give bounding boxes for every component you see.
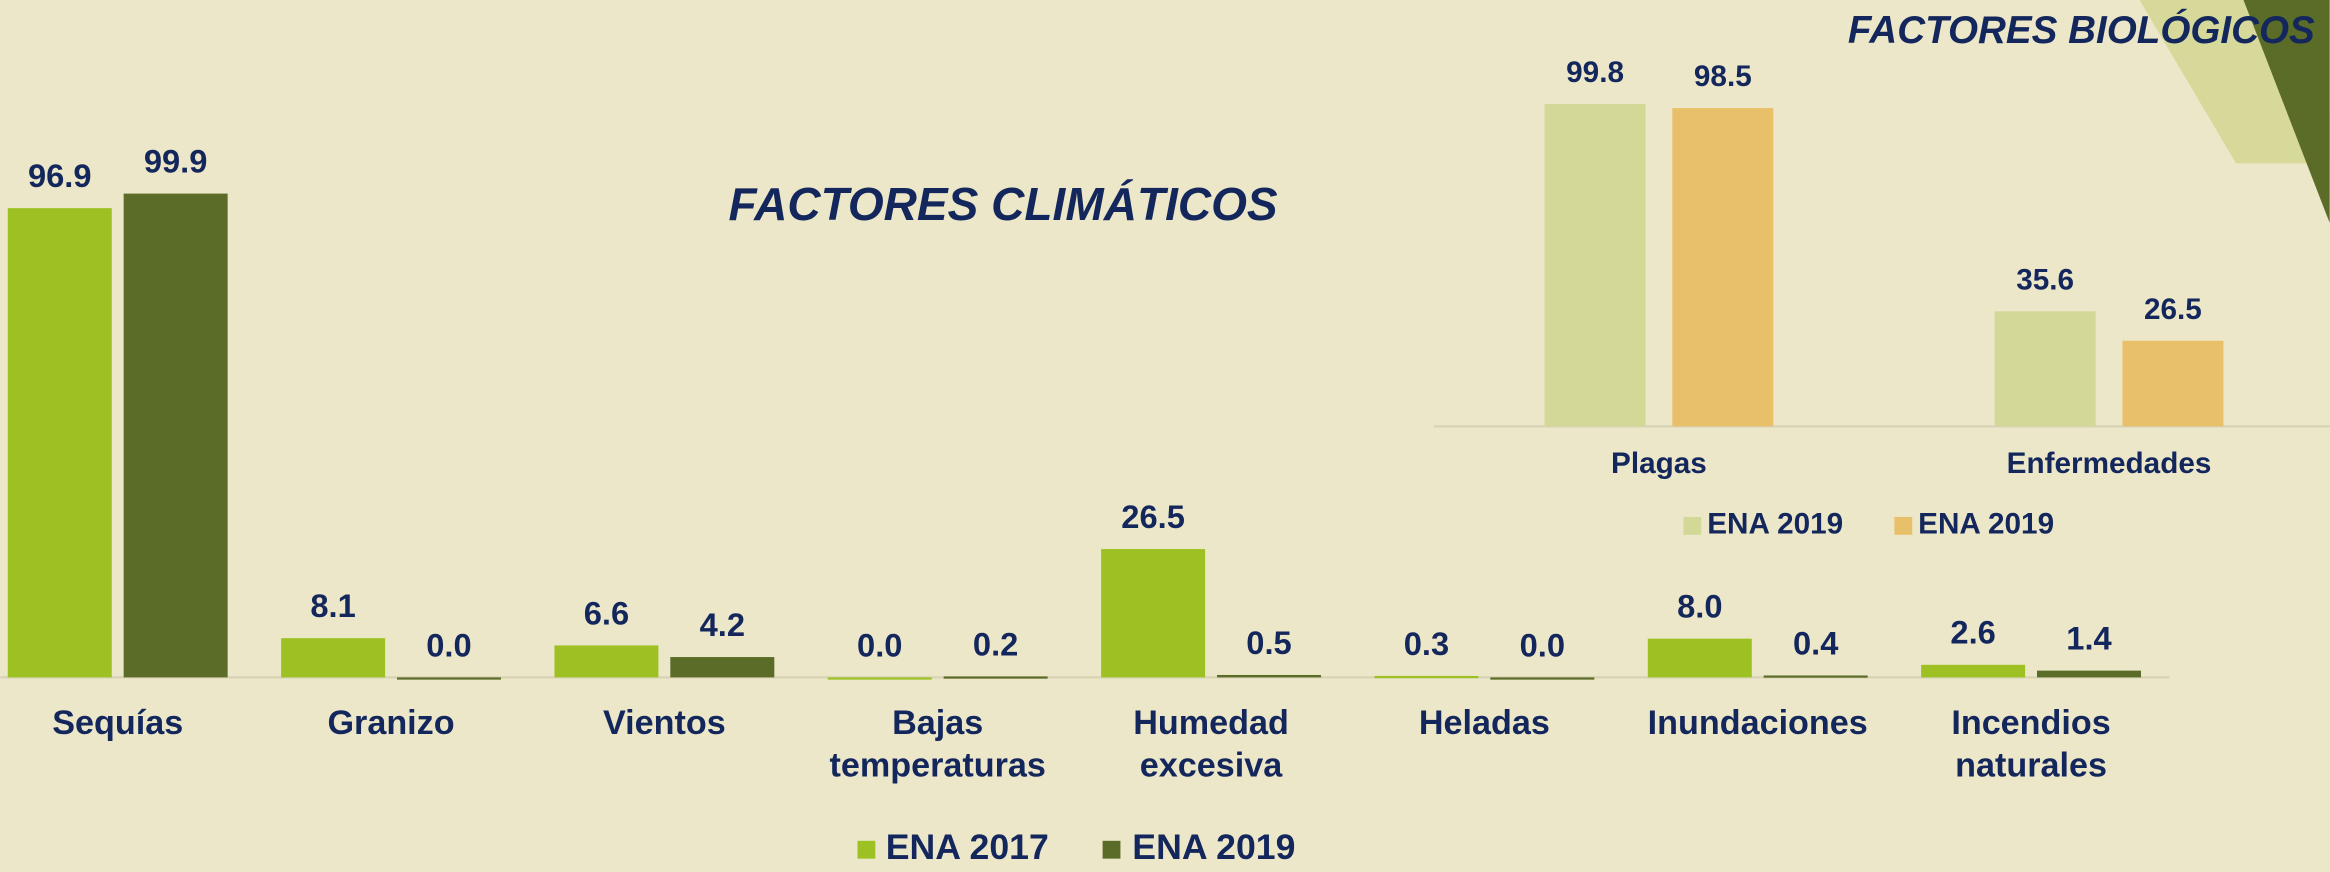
data-label: 98.5 xyxy=(1694,60,1752,93)
bar xyxy=(1647,638,1752,678)
legend-label: ENA 2017 xyxy=(886,827,1049,867)
bar xyxy=(1672,108,1774,427)
data-label: 26.5 xyxy=(2144,293,2202,326)
bar xyxy=(7,208,112,678)
x-tick-label: Plagas xyxy=(1611,447,1707,480)
bar xyxy=(396,677,501,680)
data-label: 35.6 xyxy=(2016,263,2074,296)
x-tick-label: Heladas xyxy=(1419,704,1550,742)
x-tick-label: Enfermedades xyxy=(2007,447,2212,480)
data-label: 2.6 xyxy=(1950,614,1995,651)
bar xyxy=(123,193,228,678)
data-label: 0.3 xyxy=(1404,625,1449,662)
data-label: 4.2 xyxy=(700,606,745,643)
data-label: 26.5 xyxy=(1121,498,1185,535)
data-label: 8.0 xyxy=(1677,588,1722,625)
bar xyxy=(1994,311,2096,427)
legend-swatch xyxy=(1894,516,1913,535)
chart-title: FACTORES CLIMÁTICOS xyxy=(728,178,1277,230)
data-label: 0.0 xyxy=(1520,626,1565,663)
bar xyxy=(554,645,659,678)
data-label: 96.9 xyxy=(28,157,92,194)
x-tick-label: Granizo xyxy=(327,704,454,742)
bar xyxy=(281,638,386,678)
data-label: 8.1 xyxy=(310,587,355,624)
bar xyxy=(1374,675,1479,679)
x-tick-label: Vientos xyxy=(603,704,726,742)
bar xyxy=(2037,670,2141,678)
x-tick-label: Humedad excesiva xyxy=(1133,704,1289,785)
data-label: 1.4 xyxy=(2066,620,2111,657)
data-label: 0.0 xyxy=(426,626,471,663)
bar xyxy=(1921,664,2026,678)
x-tick-label: Inundaciones xyxy=(1648,704,1868,742)
bar xyxy=(1216,674,1321,678)
x-tick-label: Incendios naturales xyxy=(1951,704,2110,785)
legend-label: ENA 2019 xyxy=(1707,508,1843,541)
legend-swatch xyxy=(1102,840,1121,859)
bar xyxy=(1763,675,1868,678)
legend-label: ENA 2019 xyxy=(1918,508,2054,541)
legend-label: ENA 2019 xyxy=(1132,827,1295,867)
legend-swatch xyxy=(1683,516,1702,535)
data-label: 0.0 xyxy=(857,626,902,663)
x-tick-label: Bajas temperaturas xyxy=(830,704,1046,785)
decoration xyxy=(2243,0,2330,223)
data-label: 0.4 xyxy=(1793,624,1838,661)
data-label: 6.6 xyxy=(584,594,629,631)
legend-swatch xyxy=(857,840,876,859)
bar xyxy=(943,676,1048,679)
bar xyxy=(1544,103,1646,427)
data-label: 0.2 xyxy=(973,625,1018,662)
bar xyxy=(2122,340,2224,427)
bar xyxy=(1490,677,1595,680)
bar xyxy=(670,657,775,678)
bar xyxy=(1101,549,1206,678)
x-tick-label: Sequías xyxy=(52,704,183,742)
data-label: 99.8 xyxy=(1566,56,1624,89)
data-label: 99.9 xyxy=(144,143,208,180)
chart-title: FACTORES BIOLÓGICOS xyxy=(1848,8,2315,52)
bar xyxy=(827,677,932,680)
data-label: 0.5 xyxy=(1246,624,1291,661)
